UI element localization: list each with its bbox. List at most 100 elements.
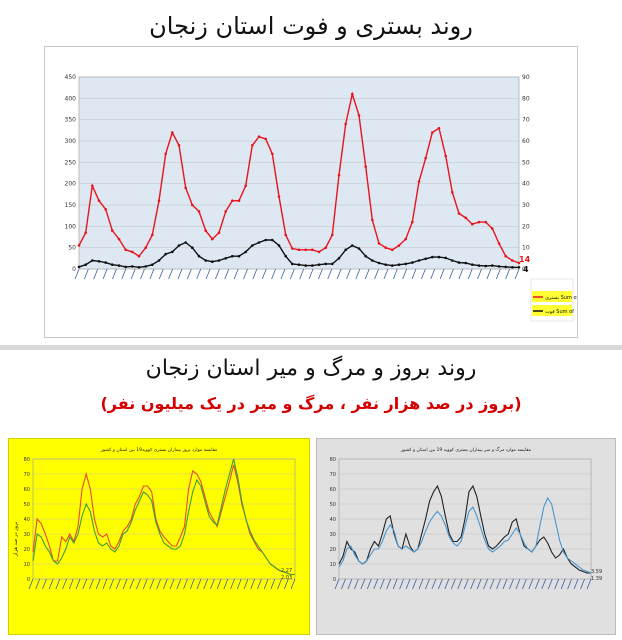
x-tick-mark — [470, 578, 476, 590]
x-tick-mark — [341, 578, 346, 590]
x-tick-mark — [486, 268, 492, 280]
x-tick-mark — [62, 578, 67, 590]
data-point — [357, 114, 361, 117]
top-chart-title: روند بستری و فوت استان زنجان — [149, 12, 473, 40]
y-right-tick-label: 10 — [522, 245, 530, 252]
data-point — [337, 257, 341, 260]
data-point — [257, 135, 261, 138]
data-point — [451, 259, 454, 262]
data-point — [291, 247, 294, 250]
data-point — [211, 260, 214, 263]
x-tick-mark — [430, 268, 436, 280]
x-tick-mark — [505, 268, 511, 280]
x-tick-mark — [366, 578, 372, 590]
data-point — [357, 247, 361, 250]
data-point — [457, 212, 461, 215]
y-tick-label: 0 — [333, 577, 336, 583]
y-tick-label: 400 — [65, 95, 77, 102]
data-point — [417, 180, 421, 183]
x-tick-mark — [74, 268, 80, 280]
data-point — [131, 250, 134, 254]
incidence-chart-title: مقایسه موارد بروز بیماران بستری کووید19 … — [100, 447, 218, 453]
series-line-red — [32, 464, 295, 576]
data-point — [144, 265, 147, 268]
data-point — [497, 265, 501, 268]
series-line-green — [32, 458, 295, 576]
x-tick-mark — [412, 578, 417, 590]
data-point — [464, 261, 468, 265]
x-tick-mark — [68, 578, 74, 590]
x-tick-mark — [299, 268, 305, 280]
data-point — [197, 254, 201, 258]
plot-area — [78, 76, 520, 270]
data-point — [291, 262, 294, 266]
data-point — [344, 122, 348, 126]
data-point — [444, 256, 448, 260]
x-tick-mark — [364, 268, 370, 280]
data-point — [97, 260, 101, 263]
end-label-death: 4 — [523, 265, 529, 274]
x-tick-mark — [149, 268, 155, 280]
x-tick-mark — [186, 268, 192, 280]
x-tick-mark — [383, 268, 389, 280]
x-tick-mark — [458, 268, 464, 280]
x-tick-mark — [75, 578, 81, 590]
data-point — [324, 246, 328, 249]
data-point — [244, 250, 247, 254]
x-tick-mark — [392, 268, 398, 280]
series-line-black — [338, 484, 591, 574]
x-tick-mark — [224, 268, 230, 280]
x-tick-mark — [283, 578, 289, 590]
data-point — [204, 259, 207, 262]
data-point — [91, 259, 94, 262]
x-tick-mark — [354, 578, 359, 590]
data-point — [437, 255, 441, 259]
x-tick-mark — [496, 578, 501, 590]
data-point — [117, 237, 121, 241]
x-tick-mark — [95, 578, 101, 590]
data-point — [511, 259, 514, 262]
x-tick-mark — [347, 578, 353, 590]
data-point — [411, 220, 414, 224]
x-tick-mark — [252, 268, 258, 280]
y-tick-label: 50 — [24, 502, 30, 508]
x-tick-mark — [346, 268, 351, 280]
data-point — [184, 186, 187, 190]
x-tick-mark — [289, 268, 295, 280]
x-tick-mark — [355, 268, 361, 280]
data-point — [231, 199, 234, 202]
data-point — [271, 152, 274, 156]
x-tick-mark — [418, 578, 424, 590]
y-tick-label: 60 — [24, 487, 30, 493]
x-tick-mark — [483, 578, 488, 590]
data-point — [517, 261, 521, 265]
x-tick-mark — [183, 578, 188, 590]
x-tick-mark — [431, 578, 437, 590]
data-point — [397, 263, 401, 266]
data-point — [344, 248, 348, 252]
x-tick-mark — [444, 578, 450, 590]
x-tick-mark — [334, 578, 340, 590]
data-point — [224, 210, 227, 213]
data-point — [171, 250, 174, 254]
x-tick-mark — [140, 268, 145, 280]
end-label-hosp: 14 — [519, 255, 531, 264]
y-tick-label: 0 — [72, 266, 76, 273]
data-point — [517, 266, 521, 269]
x-tick-mark — [502, 578, 508, 590]
x-tick-mark — [547, 578, 553, 590]
bottom-chart-title: روند بروز و مرگ و میر استان زنجان — [145, 356, 477, 381]
data-point — [477, 264, 481, 267]
data-point — [231, 254, 234, 258]
hospitalization-chart-frame: 0 50 100 150 200 250 300 350 400 450 0 10 20 30 40 50 60… — [44, 46, 578, 338]
x-tick-mark — [386, 578, 392, 590]
x-tick-mark — [196, 578, 202, 590]
x-tick-mark — [560, 578, 566, 590]
x-tick-mark — [509, 578, 514, 590]
x-tick-mark — [115, 578, 121, 590]
data-point — [184, 241, 187, 244]
x-tick-mark — [102, 268, 108, 280]
mortality-chart: مقایسه موارد مرگ و میر بیماران بستری کوو… — [330, 447, 602, 590]
data-point — [251, 244, 254, 247]
data-point — [384, 263, 388, 266]
